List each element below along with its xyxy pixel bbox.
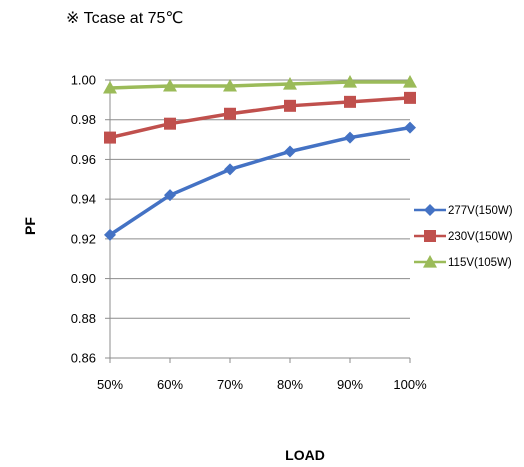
series-277V(150W) bbox=[104, 121, 416, 241]
y-tick-label: 0.96 bbox=[71, 152, 96, 167]
data-point bbox=[163, 78, 177, 92]
data-point bbox=[283, 76, 297, 90]
y-tick-label: 1.00 bbox=[71, 73, 96, 88]
data-point bbox=[164, 117, 176, 130]
series-115V(105W) bbox=[103, 74, 417, 94]
grid bbox=[110, 79, 410, 359]
series-230V(150W) bbox=[104, 91, 416, 144]
data-point bbox=[284, 99, 296, 112]
x-tick-labels: 50% 60% 70% 80% 90% 100% bbox=[97, 377, 427, 392]
x-axis-title: LOAD bbox=[285, 447, 325, 463]
legend-marker bbox=[424, 204, 436, 216]
series-line bbox=[109, 80, 410, 90]
data-point bbox=[224, 107, 236, 120]
data-point bbox=[343, 74, 357, 88]
x-tick-label: 50% bbox=[97, 377, 123, 392]
x-tick-label: 90% bbox=[337, 377, 363, 392]
y-axis-title: PF bbox=[22, 217, 38, 235]
legend-label: 277V(150W) bbox=[448, 205, 513, 217]
x-tick-label: 60% bbox=[157, 377, 183, 392]
data-point bbox=[223, 78, 237, 92]
legend-marker bbox=[424, 230, 436, 242]
data-point bbox=[403, 74, 417, 88]
axes bbox=[105, 79, 411, 363]
legend-label: 230V(150W) bbox=[448, 231, 513, 243]
chart-note: ※ Tcase at 75℃ bbox=[66, 10, 184, 27]
x-tick-label: 100% bbox=[393, 377, 427, 392]
data-point bbox=[164, 189, 176, 202]
y-tick-label: 0.88 bbox=[71, 311, 96, 326]
plot-area bbox=[103, 74, 417, 241]
data-point bbox=[104, 228, 116, 241]
y-tick-label: 0.94 bbox=[71, 192, 96, 207]
data-point bbox=[103, 80, 117, 94]
y-tick-label: 0.92 bbox=[71, 231, 96, 246]
x-tick-label: 80% bbox=[277, 377, 303, 392]
data-point bbox=[344, 95, 356, 108]
legend: 277V(150W) 230V(150W) 115V(105W) bbox=[414, 204, 513, 269]
y-tick-label: 0.98 bbox=[71, 112, 96, 127]
y-tick-label: 0.86 bbox=[71, 351, 96, 366]
data-point bbox=[404, 91, 416, 104]
legend-marker bbox=[423, 255, 437, 268]
data-point bbox=[404, 121, 416, 134]
legend-label: 115V(105W) bbox=[448, 257, 512, 269]
data-point bbox=[224, 163, 236, 176]
series-line bbox=[109, 125, 411, 237]
data-point bbox=[104, 131, 116, 144]
y-tick-labels: 1.00 0.98 0.96 0.94 0.92 0.90 0.88 0.86 bbox=[71, 73, 96, 366]
series-line bbox=[109, 96, 411, 140]
y-tick-label: 0.90 bbox=[71, 271, 96, 286]
data-point bbox=[284, 145, 296, 158]
data-point bbox=[344, 131, 356, 144]
x-tick-label: 70% bbox=[217, 377, 243, 392]
